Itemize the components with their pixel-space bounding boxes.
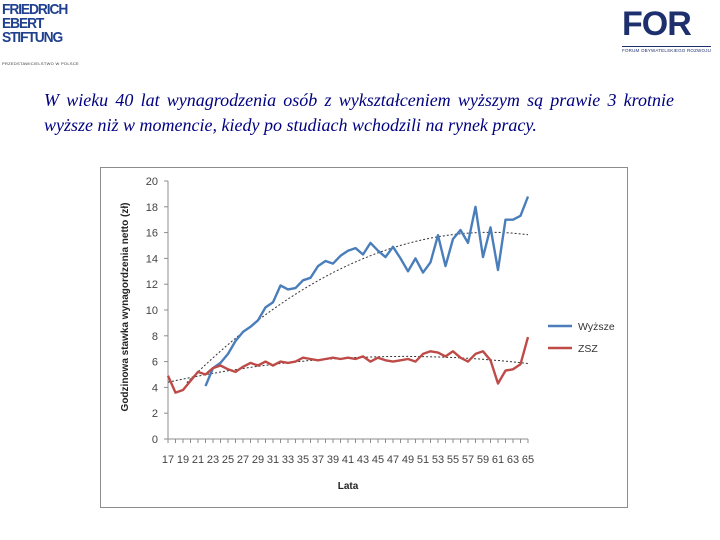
x-tick-label: 33 <box>282 454 294 466</box>
fes-logo-tagline: PRZEDSTAWICIELSTWO W POLSCE <box>2 61 79 66</box>
for-logo-tagline: FORUM OBYWATELSKIEGO ROZWOJU <box>622 46 712 53</box>
legend-label: ZSZ <box>578 343 598 355</box>
x-tick-label: 61 <box>492 454 504 466</box>
y-tick-label: 0 <box>152 434 158 446</box>
x-tick-label: 23 <box>207 454 219 466</box>
for-logo: FOR FORUM OBYWATELSKIEGO ROZWOJU <box>620 6 718 58</box>
chart-border <box>100 167 628 508</box>
wage-chart: 0 2 4 6 8 10 12 14 16 18 20 17 19 21 23 25 27 29 31 33 35 37… <box>100 167 628 508</box>
legend-label: Wyższe <box>578 321 615 333</box>
x-tick-label: 55 <box>447 454 459 466</box>
x-tick-label: 47 <box>387 454 399 466</box>
x-tick-label: 39 <box>327 454 339 466</box>
x-tick-label: 37 <box>312 454 324 466</box>
chart-svg: 0 2 4 6 8 10 12 14 16 18 20 17 19 21 23 25 27 29 31 33 35 37… <box>100 167 628 508</box>
fes-logo-line-1: FRIEDRICH <box>2 1 68 18</box>
fes-logo-line-3: STIFTUNG <box>2 29 63 46</box>
y-tick-label: 2 <box>152 408 158 420</box>
x-tick-label: 45 <box>372 454 384 466</box>
x-tick-label: 25 <box>222 454 234 466</box>
x-tick-label: 59 <box>477 454 489 466</box>
fes-logo-line-2: EBERT <box>2 15 44 32</box>
x-tick-label: 49 <box>402 454 414 466</box>
series-line-wy-sze <box>204 196 530 387</box>
x-tick-label: 19 <box>177 454 189 466</box>
x-tick-label: 63 <box>507 454 519 466</box>
y-tick-label: 20 <box>146 176 158 188</box>
for-logo-wordmark: FOR <box>622 5 692 43</box>
y-tick-label: 4 <box>152 382 158 394</box>
series-line-zsz <box>166 336 530 394</box>
x-tick-label: 65 <box>522 454 534 466</box>
friedrich-ebert-stiftung-logo: FRIEDRICH EBERT STIFTUNG PRZEDSTAWICIELS… <box>2 1 79 70</box>
slide-headline: W wieku 40 lat wynagrodzenia osób z wyks… <box>44 90 674 135</box>
x-tick-label: 53 <box>432 454 444 466</box>
x-axis-title: Lata <box>338 481 359 492</box>
x-tick-label: 35 <box>297 454 309 466</box>
x-tick-label: 29 <box>252 454 264 466</box>
y-axis-title: Godzinowa stawka wynagordzenia netto (zł… <box>120 203 131 412</box>
y-tick-label: 14 <box>146 253 158 265</box>
x-tick-label: 21 <box>192 454 204 466</box>
y-tick-label: 18 <box>146 202 158 214</box>
x-tick-label: 31 <box>267 454 279 466</box>
x-tick-label: 57 <box>462 454 474 466</box>
x-tick-label: 51 <box>417 454 429 466</box>
y-tick-label: 6 <box>152 357 158 369</box>
y-tick-label: 12 <box>146 279 158 291</box>
x-tick-label: 17 <box>162 454 174 466</box>
y-tick-label: 16 <box>146 228 158 240</box>
x-tick-label: 41 <box>342 454 354 466</box>
x-tick-label: 27 <box>237 454 249 466</box>
y-tick-label: 10 <box>146 305 158 317</box>
y-tick-label: 8 <box>152 331 158 343</box>
x-tick-label: 43 <box>357 454 369 466</box>
